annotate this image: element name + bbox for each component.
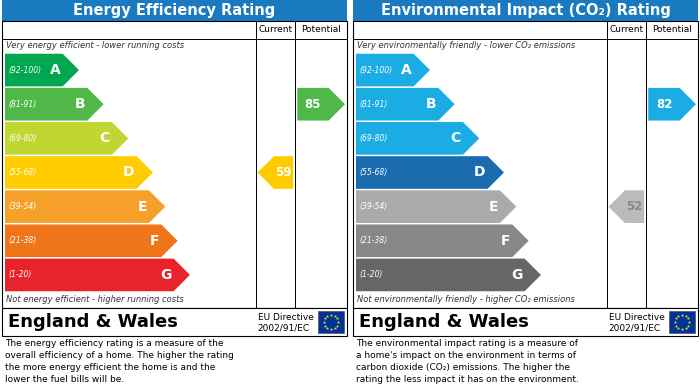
Text: (39-54): (39-54) — [8, 202, 36, 211]
Text: A: A — [401, 63, 412, 77]
Text: B: B — [75, 97, 85, 111]
Text: C: C — [451, 131, 461, 145]
Text: England & Wales: England & Wales — [359, 313, 529, 331]
Polygon shape — [356, 258, 541, 291]
Polygon shape — [5, 122, 128, 155]
Bar — [2, 21, 347, 308]
Text: (69-80): (69-80) — [359, 134, 387, 143]
Polygon shape — [356, 122, 480, 155]
Polygon shape — [5, 54, 79, 86]
Bar — [2, 308, 347, 336]
Text: 85: 85 — [304, 98, 321, 111]
Bar — [669, 311, 695, 333]
Bar — [353, 308, 698, 336]
Text: (69-80): (69-80) — [8, 134, 36, 143]
Text: Current: Current — [609, 25, 643, 34]
Text: (1-20): (1-20) — [8, 271, 32, 280]
Text: (81-91): (81-91) — [8, 100, 36, 109]
Text: G: G — [160, 268, 172, 282]
Text: The environmental impact rating is a measure of
a home's impact on the environme: The environmental impact rating is a mea… — [356, 339, 579, 384]
Bar — [318, 311, 344, 333]
Text: EU Directive: EU Directive — [258, 313, 314, 322]
Text: Very energy efficient - lower running costs: Very energy efficient - lower running co… — [6, 41, 184, 50]
Text: (39-54): (39-54) — [359, 202, 387, 211]
Text: (92-100): (92-100) — [8, 66, 41, 75]
Text: 82: 82 — [656, 98, 672, 111]
Text: E: E — [489, 200, 498, 213]
Text: Current: Current — [258, 25, 293, 34]
Text: The energy efficiency rating is a measure of the
overall efficiency of a home. T: The energy efficiency rating is a measur… — [5, 339, 234, 384]
Text: B: B — [426, 97, 436, 111]
Polygon shape — [356, 156, 504, 189]
Text: Potential: Potential — [652, 25, 692, 34]
Text: A: A — [50, 63, 61, 77]
Text: Very environmentally friendly - lower CO₂ emissions: Very environmentally friendly - lower CO… — [357, 41, 575, 50]
Polygon shape — [5, 224, 178, 257]
Text: Potential: Potential — [301, 25, 341, 34]
Polygon shape — [356, 54, 430, 86]
Text: E: E — [137, 200, 147, 213]
Text: 2002/91/EC: 2002/91/EC — [608, 323, 661, 332]
Text: 2002/91/EC: 2002/91/EC — [258, 323, 309, 332]
Text: D: D — [474, 165, 486, 179]
Text: 52: 52 — [626, 200, 643, 213]
Polygon shape — [648, 88, 696, 120]
Text: F: F — [500, 234, 510, 248]
Text: Environmental Impact (CO₂) Rating: Environmental Impact (CO₂) Rating — [381, 3, 671, 18]
Text: 59: 59 — [275, 166, 292, 179]
Text: England & Wales: England & Wales — [8, 313, 178, 331]
Polygon shape — [608, 190, 644, 223]
Text: Not environmentally friendly - higher CO₂ emissions: Not environmentally friendly - higher CO… — [357, 296, 575, 305]
Text: Energy Efficiency Rating: Energy Efficiency Rating — [74, 3, 276, 18]
Text: (55-68): (55-68) — [8, 168, 36, 177]
Text: (92-100): (92-100) — [359, 66, 392, 75]
Polygon shape — [258, 156, 293, 189]
Polygon shape — [356, 190, 517, 223]
Text: Not energy efficient - higher running costs: Not energy efficient - higher running co… — [6, 296, 183, 305]
Bar — [353, 21, 698, 308]
Text: (21-38): (21-38) — [359, 236, 387, 245]
Polygon shape — [5, 190, 165, 223]
Text: EU Directive: EU Directive — [608, 313, 664, 322]
Text: (81-91): (81-91) — [359, 100, 387, 109]
Text: (21-38): (21-38) — [8, 236, 36, 245]
Bar — [2, 0, 347, 21]
Text: G: G — [511, 268, 523, 282]
Bar — [353, 0, 698, 21]
Polygon shape — [5, 258, 190, 291]
Text: (55-68): (55-68) — [359, 168, 387, 177]
Polygon shape — [298, 88, 345, 120]
Text: D: D — [123, 165, 134, 179]
Text: (1-20): (1-20) — [359, 271, 382, 280]
Polygon shape — [356, 224, 528, 257]
Text: F: F — [150, 234, 160, 248]
Polygon shape — [356, 88, 454, 120]
Polygon shape — [5, 156, 153, 189]
Polygon shape — [5, 88, 104, 120]
Text: C: C — [99, 131, 110, 145]
